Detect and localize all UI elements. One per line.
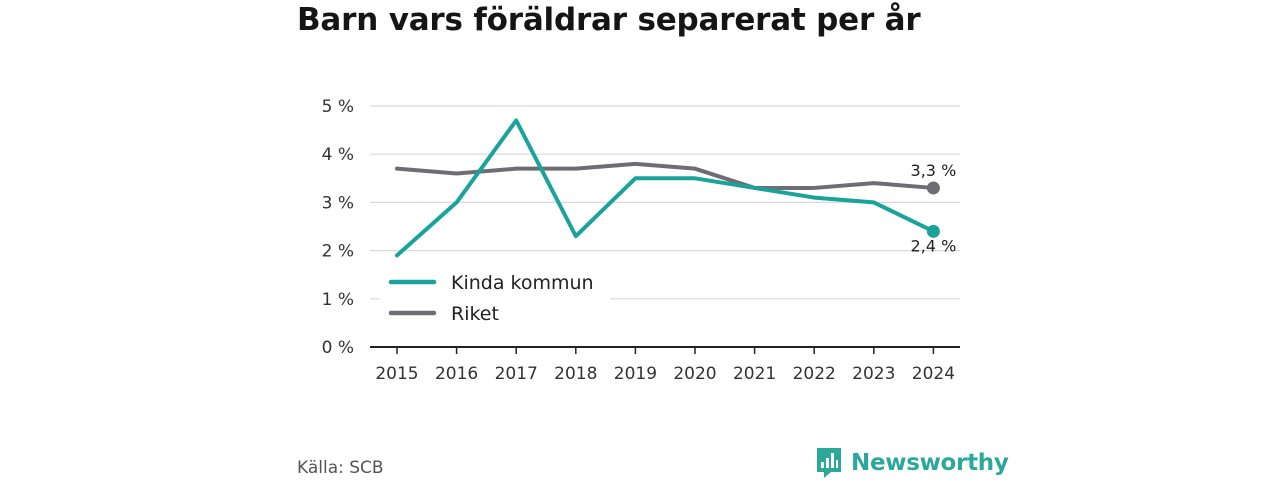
legend-background [380, 266, 610, 336]
x-tick-label: 2019 [614, 364, 657, 384]
brand-name: Newsworthy [851, 450, 1009, 476]
legend-label: Riket [451, 303, 499, 325]
end-value-label: 2,4 % [911, 236, 957, 255]
data-point [926, 181, 940, 195]
y-tick-label: 1 % [322, 290, 354, 310]
legend-label: Kinda kommun [451, 272, 594, 294]
y-tick-label: 3 % [322, 193, 354, 213]
end-value-label: 3,3 % [911, 161, 957, 180]
y-tick-label: 0 % [322, 338, 354, 358]
x-tick-label: 2016 [435, 364, 478, 384]
newsworthy-logo-icon [817, 448, 841, 478]
data-point [926, 224, 940, 238]
x-tick-label: 2018 [554, 364, 597, 384]
brand-logo: Newsworthy [815, 447, 1009, 479]
x-tick-label: 2022 [793, 364, 836, 384]
x-tick-label: 2021 [733, 364, 776, 384]
series-line-riket [395, 161, 936, 190]
x-tick-label: 2024 [912, 364, 955, 384]
x-tick-label: 2017 [495, 364, 538, 384]
y-tick-label: 4 % [322, 145, 354, 165]
chart-title: Barn vars föräldrar separerat per år [297, 2, 921, 38]
source-note: Källa: SCB [297, 458, 384, 478]
label-layer: 2,4 % 3,3 % [911, 161, 957, 255]
y-tick-label: 2 % [322, 242, 354, 262]
x-tick-label: 2023 [852, 364, 895, 384]
x-tick-label: 2015 [375, 364, 418, 384]
series-line-kinda-kommun [395, 118, 936, 258]
axis-layer: 0 % 1 % 2 % 3 % 4 % 5 % 2015 2016 2017 2018 2019 20… [322, 97, 960, 384]
series-layer [395, 118, 940, 258]
legend: Kinda kommun Riket [380, 266, 610, 336]
y-tick-label: 5 % [322, 97, 354, 117]
x-tick-label: 2020 [673, 364, 716, 384]
